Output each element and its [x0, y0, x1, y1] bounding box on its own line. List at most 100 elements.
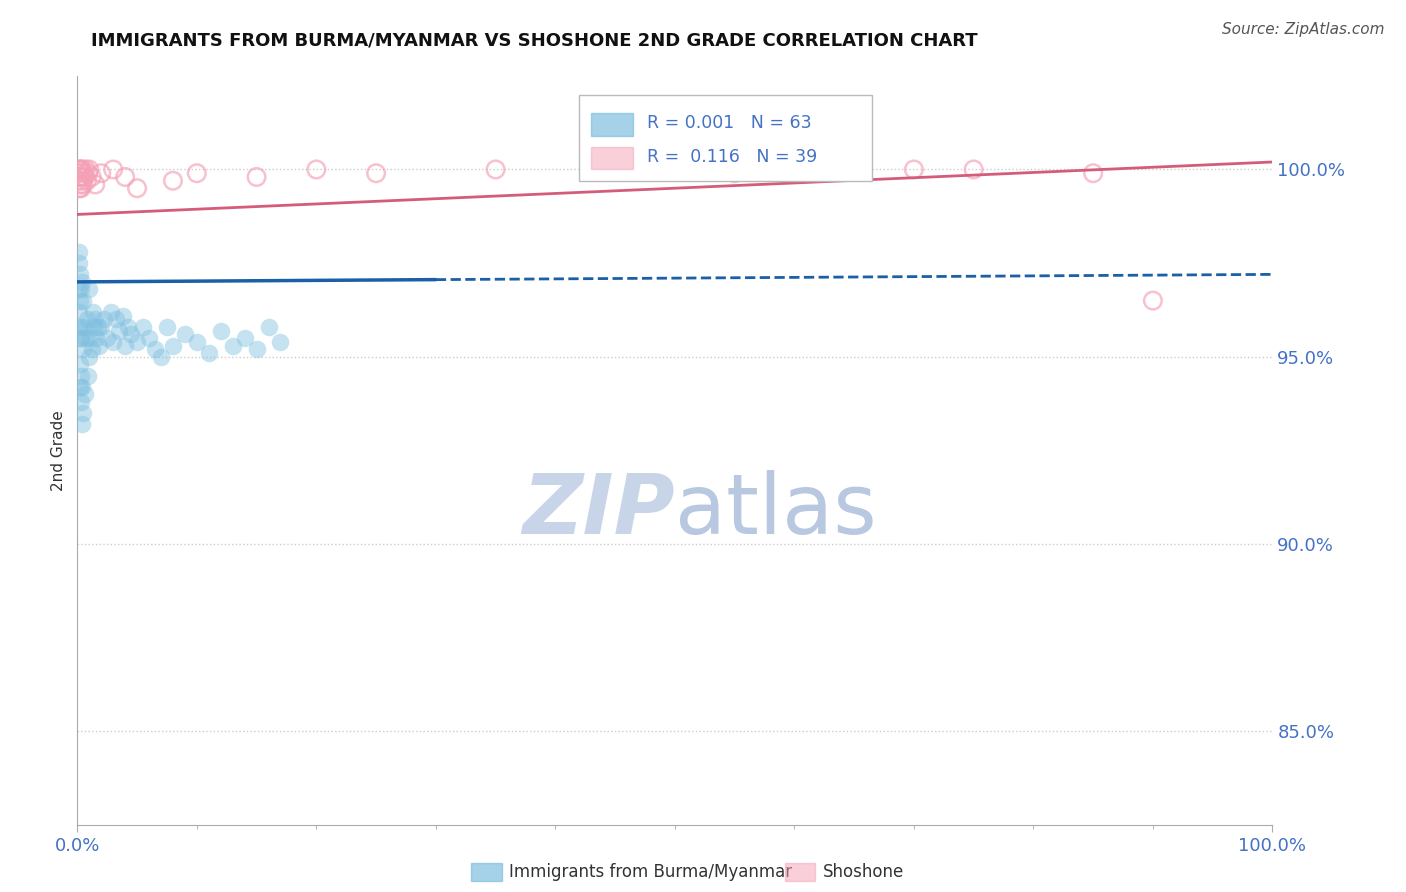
Point [76, 312, 98, 326]
Point [222, 338, 245, 352]
Y-axis label: 2nd Grade: 2nd Grade [51, 410, 66, 491]
Point [127, 334, 149, 349]
Point [73, 319, 96, 334]
Point [162, 338, 184, 352]
Text: Source: ZipAtlas.com: Source: ZipAtlas.com [1222, 22, 1385, 37]
Point [86, 331, 108, 345]
Point [270, 334, 292, 349]
Point [70, 162, 93, 177]
Point [69, 357, 91, 371]
Point [844, 162, 866, 177]
Point [84, 312, 107, 326]
Point [209, 324, 232, 338]
Point [162, 174, 184, 188]
Point [76, 174, 98, 188]
Point [70, 275, 93, 289]
Point [72, 406, 94, 420]
Point [96, 331, 118, 345]
Point [80, 343, 103, 357]
Point [903, 162, 925, 177]
Point [87, 338, 110, 352]
Point [69, 380, 91, 394]
Point [70, 162, 93, 177]
Point [67, 282, 90, 296]
Point [77, 166, 100, 180]
Text: atlas: atlas [675, 470, 876, 551]
Point [233, 331, 256, 345]
Point [186, 334, 208, 349]
Point [86, 319, 108, 334]
Point [246, 169, 269, 184]
Point [67, 166, 90, 180]
Point [120, 327, 142, 342]
Point [69, 331, 91, 345]
Point [1142, 293, 1164, 308]
Point [67, 256, 90, 270]
Point [70, 417, 93, 432]
Point [70, 331, 93, 345]
Point [69, 293, 91, 308]
Point [67, 162, 90, 177]
Point [70, 368, 93, 383]
Point [305, 162, 328, 177]
Point [79, 162, 101, 177]
Point [79, 331, 101, 345]
Point [67, 174, 90, 188]
Point [186, 166, 208, 180]
Point [79, 350, 101, 364]
Point [724, 166, 747, 180]
FancyBboxPatch shape [592, 113, 633, 136]
Point [246, 343, 269, 357]
Point [73, 169, 96, 184]
Point [67, 319, 90, 334]
Point [69, 178, 91, 192]
Point [72, 166, 94, 180]
Point [72, 178, 94, 192]
Point [90, 319, 112, 334]
Point [90, 166, 112, 180]
Point [257, 319, 280, 334]
Point [143, 343, 166, 357]
Point [103, 162, 124, 177]
Point [69, 162, 91, 177]
Point [67, 169, 90, 184]
Point [80, 169, 103, 184]
Point [156, 319, 179, 334]
Point [70, 174, 93, 188]
Point [70, 319, 93, 334]
FancyBboxPatch shape [592, 147, 633, 169]
Text: R =  0.116   N = 39: R = 0.116 N = 39 [647, 148, 818, 166]
Point [79, 282, 101, 296]
Point [114, 338, 136, 352]
Point [70, 169, 93, 184]
Point [70, 181, 93, 195]
Point [67, 244, 90, 259]
Point [82, 305, 104, 319]
Point [93, 312, 115, 326]
Point [485, 162, 508, 177]
FancyBboxPatch shape [579, 95, 872, 181]
Point [75, 331, 97, 345]
Point [963, 162, 986, 177]
Text: R = 0.001   N = 63: R = 0.001 N = 63 [647, 114, 813, 132]
Point [117, 319, 139, 334]
Point [70, 394, 93, 409]
Point [138, 331, 160, 345]
Text: IMMIGRANTS FROM BURMA/MYANMAR VS SHOSHONE 2ND GRADE CORRELATION CHART: IMMIGRANTS FROM BURMA/MYANMAR VS SHOSHON… [91, 31, 979, 49]
Text: Immigrants from Burma/Myanmar: Immigrants from Burma/Myanmar [509, 863, 792, 881]
Point [70, 380, 93, 394]
Point [72, 293, 94, 308]
Point [366, 166, 388, 180]
Point [75, 162, 97, 177]
Point [72, 343, 94, 357]
Text: Shoshone: Shoshone [823, 863, 904, 881]
Point [69, 268, 91, 282]
Point [73, 387, 96, 401]
Point [1083, 166, 1105, 180]
Point [111, 309, 134, 323]
Text: ZIP: ZIP [522, 470, 675, 551]
Point [77, 368, 100, 383]
Point [103, 334, 124, 349]
Point [132, 319, 155, 334]
Point [197, 346, 219, 360]
